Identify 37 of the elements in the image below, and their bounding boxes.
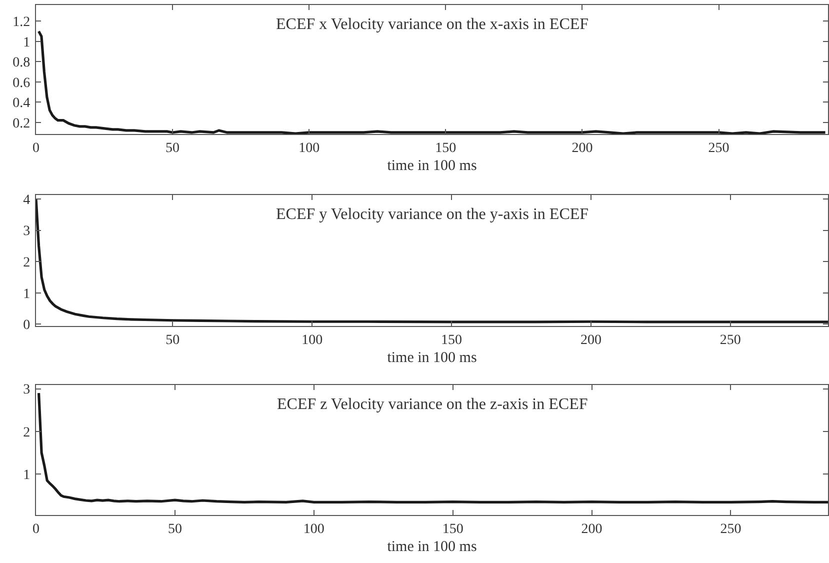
x-axis-title: time in 100 ms <box>387 538 477 555</box>
y-tick-label: 2 <box>23 425 30 440</box>
x-tick-label: 150 <box>441 332 462 348</box>
y-tick-label: 0.8 <box>12 56 30 71</box>
x-tick-label: 50 <box>166 140 180 156</box>
x-tick-label: 250 <box>720 522 742 537</box>
y-tick-label: 0.6 <box>12 76 30 91</box>
text: ECEF x Velocity variance on the x-axis in ECEF <box>276 16 589 33</box>
y-tick-label: 4 <box>23 192 30 208</box>
y-tick-label: 0 <box>23 318 30 334</box>
x-tick-label: 100 <box>298 140 320 156</box>
y-tick-label: 0.2 <box>12 116 30 132</box>
x-tick-label: 50 <box>166 332 180 348</box>
y-tick-label: 2 <box>23 255 30 270</box>
text: ECEF z Velocity variance on the z-axis in ECEF <box>277 396 588 413</box>
x-axis-title: time in 100 ms <box>387 158 477 174</box>
x-tick-label: 250 <box>708 140 730 156</box>
x-tick-label: 100 <box>303 522 324 537</box>
y-tick-label: 0.4 <box>12 96 30 112</box>
y-tick-label: 1 <box>23 286 30 302</box>
y-tick-label: 3 <box>23 382 30 398</box>
x-tick-label: 150 <box>435 140 456 156</box>
y-tick-label: 1 <box>23 468 30 483</box>
x-tick-label: 50 <box>168 522 182 537</box>
x-axis-title: time in 100 ms <box>387 350 477 366</box>
y-tick-label: 1.2 <box>12 15 30 30</box>
y-tick-label: 3 <box>23 224 30 240</box>
line-series <box>36 198 828 324</box>
x-tick-label: 100 <box>302 332 323 348</box>
x-tick-label: 200 <box>580 332 602 348</box>
y-tick-label: 1 <box>23 35 30 50</box>
x-tick-label: 200 <box>581 522 602 537</box>
x-tick-label: 200 <box>572 140 593 156</box>
text: ECEF y Velocity variance on the y-axis in ECEF <box>276 206 589 223</box>
x-tick-label: 150 <box>442 522 464 537</box>
x-tick-label: 250 <box>720 332 741 348</box>
line-series <box>37 392 828 504</box>
